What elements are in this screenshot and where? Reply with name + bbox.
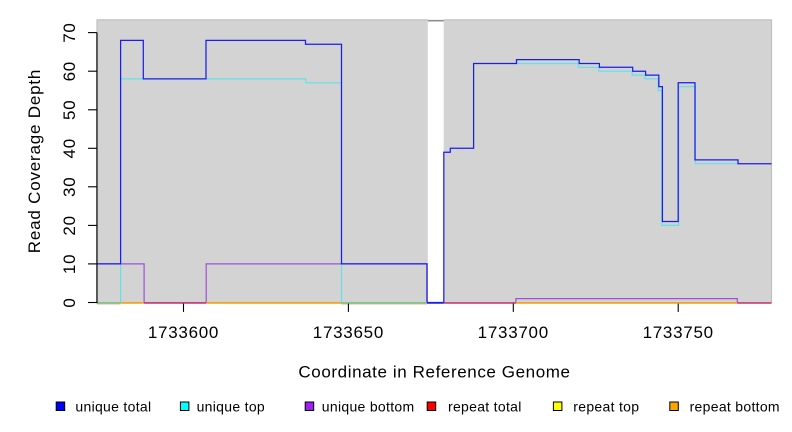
svg-text:repeat total: repeat total [448, 399, 522, 415]
svg-text:unique bottom: unique bottom [322, 399, 415, 415]
svg-text:40: 40 [60, 138, 79, 158]
svg-text:70: 70 [60, 22, 79, 42]
svg-text:Read Coverage Depth: Read Coverage Depth [25, 69, 44, 253]
svg-text:20: 20 [60, 215, 79, 235]
svg-text:1733750: 1733750 [643, 323, 714, 342]
svg-text:50: 50 [60, 100, 79, 120]
svg-text:30: 30 [60, 177, 79, 197]
svg-text:1733600: 1733600 [148, 323, 219, 342]
svg-text:Coordinate in Reference Genome: Coordinate in Reference Genome [298, 363, 570, 382]
svg-text:unique top: unique top [197, 399, 265, 415]
svg-text:repeat top: repeat top [573, 399, 639, 415]
svg-text:repeat bottom: repeat bottom [690, 399, 780, 415]
svg-text:unique total: unique total [75, 399, 151, 415]
svg-text:1733700: 1733700 [478, 323, 549, 342]
svg-text:0: 0 [60, 297, 79, 307]
svg-text:1733650: 1733650 [313, 323, 384, 342]
svg-text:60: 60 [60, 61, 79, 81]
svg-text:10: 10 [60, 254, 79, 274]
